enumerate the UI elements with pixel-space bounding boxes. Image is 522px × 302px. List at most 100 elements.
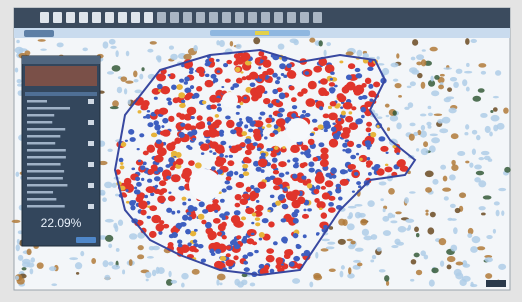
toolbar-button[interactable] [131, 12, 140, 23]
cell [425, 187, 432, 193]
classified-cell [235, 67, 240, 72]
classified-cell [261, 153, 266, 157]
classified-cell [199, 201, 205, 207]
cell [355, 212, 361, 219]
toolbar-button[interactable] [157, 12, 166, 23]
toolbar-button[interactable] [235, 12, 244, 23]
cell [467, 233, 472, 238]
classified-cell [274, 146, 279, 150]
cell [16, 172, 20, 177]
toolbar-button[interactable] [183, 12, 192, 23]
toolbar-button[interactable] [222, 12, 231, 23]
classified-cell [212, 121, 220, 127]
toolbar-button[interactable] [274, 12, 283, 23]
cell [150, 41, 157, 45]
tab[interactable] [24, 30, 54, 37]
classified-cell [268, 103, 274, 108]
cell [171, 280, 177, 284]
toolbar-button[interactable] [261, 12, 270, 23]
classified-cell [213, 152, 217, 155]
classified-cell [338, 95, 347, 102]
toolbar-button[interactable] [248, 12, 257, 23]
cell [471, 39, 477, 43]
classified-cell [168, 116, 174, 122]
classified-cell [146, 186, 156, 193]
classified-cell [143, 116, 146, 119]
cell [129, 259, 133, 266]
cell [421, 148, 429, 155]
classified-cell [358, 96, 363, 100]
panel-row-control[interactable] [88, 162, 94, 167]
cell [192, 269, 200, 275]
cell [491, 115, 500, 122]
classified-cell [179, 113, 186, 119]
classified-cell [263, 98, 270, 104]
toolbar-button[interactable] [92, 12, 101, 23]
panel-row-control[interactable] [88, 120, 94, 125]
classified-cell [119, 158, 124, 163]
cell [411, 69, 419, 74]
cell [51, 283, 57, 286]
cell [497, 123, 505, 130]
cell [112, 265, 120, 270]
classified-cell [140, 165, 145, 170]
classified-cell [256, 200, 259, 203]
toolbar-button[interactable] [66, 12, 75, 23]
cell [115, 194, 119, 197]
panel-row-control[interactable] [88, 204, 94, 209]
toolbar-button[interactable] [196, 12, 205, 23]
classified-cell [258, 117, 261, 120]
toolbar-button[interactable] [209, 12, 218, 23]
panel-row-label [27, 191, 53, 194]
classified-cell [166, 97, 171, 101]
cell [27, 262, 35, 267]
toolbar-button[interactable] [170, 12, 179, 23]
toolbar-button[interactable] [313, 12, 322, 23]
classified-cell [149, 205, 157, 211]
cell [434, 113, 442, 116]
cell [412, 39, 418, 46]
classified-cell [120, 162, 123, 165]
cell [152, 246, 160, 251]
cell [105, 219, 114, 223]
panel-row-control[interactable] [88, 99, 94, 104]
cell [395, 211, 402, 214]
cell [16, 244, 20, 251]
panel-row-control[interactable] [88, 183, 94, 188]
toolbar-button[interactable] [144, 12, 153, 23]
classified-cell [349, 111, 353, 114]
cell [17, 239, 20, 244]
cell [278, 44, 285, 50]
classified-cell [281, 263, 284, 265]
classified-cell [235, 203, 241, 208]
classified-cell [181, 100, 185, 103]
toolbar-button[interactable] [53, 12, 62, 23]
classified-cell [339, 60, 343, 63]
toolbar-button[interactable] [79, 12, 88, 23]
panel-button[interactable] [76, 237, 96, 243]
classified-cell [239, 118, 242, 121]
cell [391, 245, 398, 248]
cell [390, 115, 398, 121]
classified-cell [257, 147, 262, 151]
cell [340, 271, 344, 278]
classified-cell [329, 82, 335, 87]
cell [478, 88, 485, 93]
cell [315, 252, 318, 259]
classified-cell [345, 116, 353, 123]
classified-cell [188, 205, 195, 212]
panel-row-control[interactable] [88, 141, 94, 146]
cell [103, 41, 109, 48]
classified-cell [205, 74, 210, 77]
classified-cell [354, 90, 361, 95]
toolbar-button[interactable] [300, 12, 309, 23]
cell [501, 210, 504, 215]
classified-cell [241, 52, 250, 60]
toolbar-button[interactable] [105, 12, 114, 23]
toolbar-button[interactable] [118, 12, 127, 23]
cell [292, 278, 300, 284]
panel-row-label [27, 107, 70, 110]
toolbar-button[interactable] [287, 12, 296, 23]
classified-cell [157, 84, 163, 90]
toolbar-button[interactable] [40, 12, 49, 23]
